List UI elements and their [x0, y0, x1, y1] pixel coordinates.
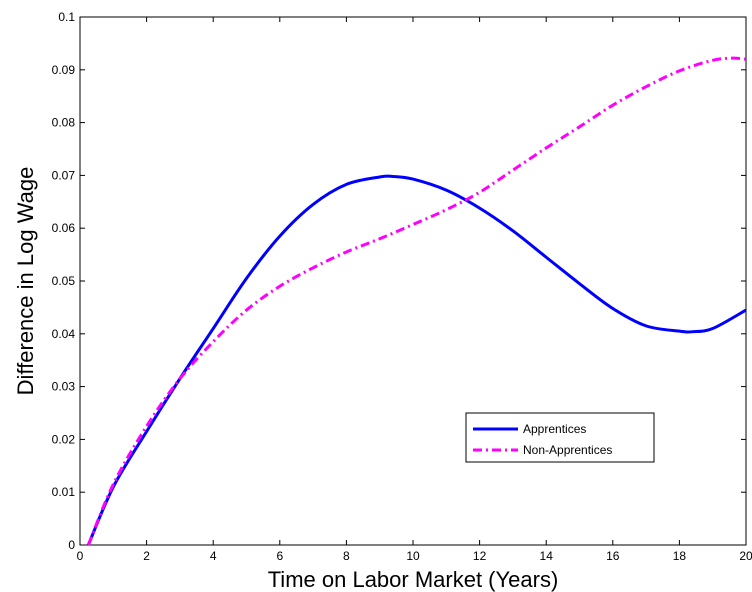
- series-line-apprentices: [86, 174, 747, 546]
- legend-box: [465, 412, 655, 463]
- y-axis-title: Difference in Log Wage: [13, 167, 38, 396]
- x-tick-label: 8: [343, 549, 350, 563]
- x-tick-label: 20: [739, 549, 752, 563]
- x-tick-label: 10: [406, 549, 420, 563]
- y-tick-label: 0.05: [52, 274, 76, 288]
- y-tick-label: 0.08: [52, 116, 76, 130]
- x-tick-label: 6: [276, 549, 283, 563]
- plot-area: [79, 16, 747, 546]
- y-tick-label: 0.03: [52, 380, 76, 394]
- x-tick-label: 0: [77, 549, 84, 563]
- y-tick-label: 0.06: [52, 221, 76, 235]
- y-tick-label: 0.07: [52, 168, 76, 182]
- y-tick-label: 0.02: [52, 432, 76, 446]
- y-tick-label: 0.1: [58, 10, 75, 24]
- x-tick-label: 4: [210, 549, 217, 563]
- y-tick-label: 0.01: [52, 485, 76, 499]
- x-axis-title: Time on Labor Market (Years): [268, 567, 559, 592]
- legend: Apprentices Non-Apprentices: [465, 412, 655, 463]
- x-tick-label: 14: [540, 549, 554, 563]
- x-tick-label: 18: [673, 549, 687, 563]
- y-tick-label: 0: [68, 538, 75, 552]
- y-tick-label: 0.04: [52, 327, 76, 341]
- legend-label-apprentices: Apprentices: [523, 422, 586, 436]
- axis-ticks: 0 2 4 6 8 10 12 14 16 18 20 0 0.01 0.02 0.03 0.04 0.05 0.…: [52, 10, 752, 563]
- x-tick-label: 12: [473, 549, 487, 563]
- series-lines: [86, 56, 747, 546]
- y-tick-label: 0.09: [52, 63, 76, 77]
- legend-label-non-apprentices: Non-Apprentices: [523, 443, 612, 457]
- x-tick-label: 16: [606, 549, 620, 563]
- x-tick-label: 2: [143, 549, 150, 563]
- series-line-non-apprentices: [86, 56, 747, 546]
